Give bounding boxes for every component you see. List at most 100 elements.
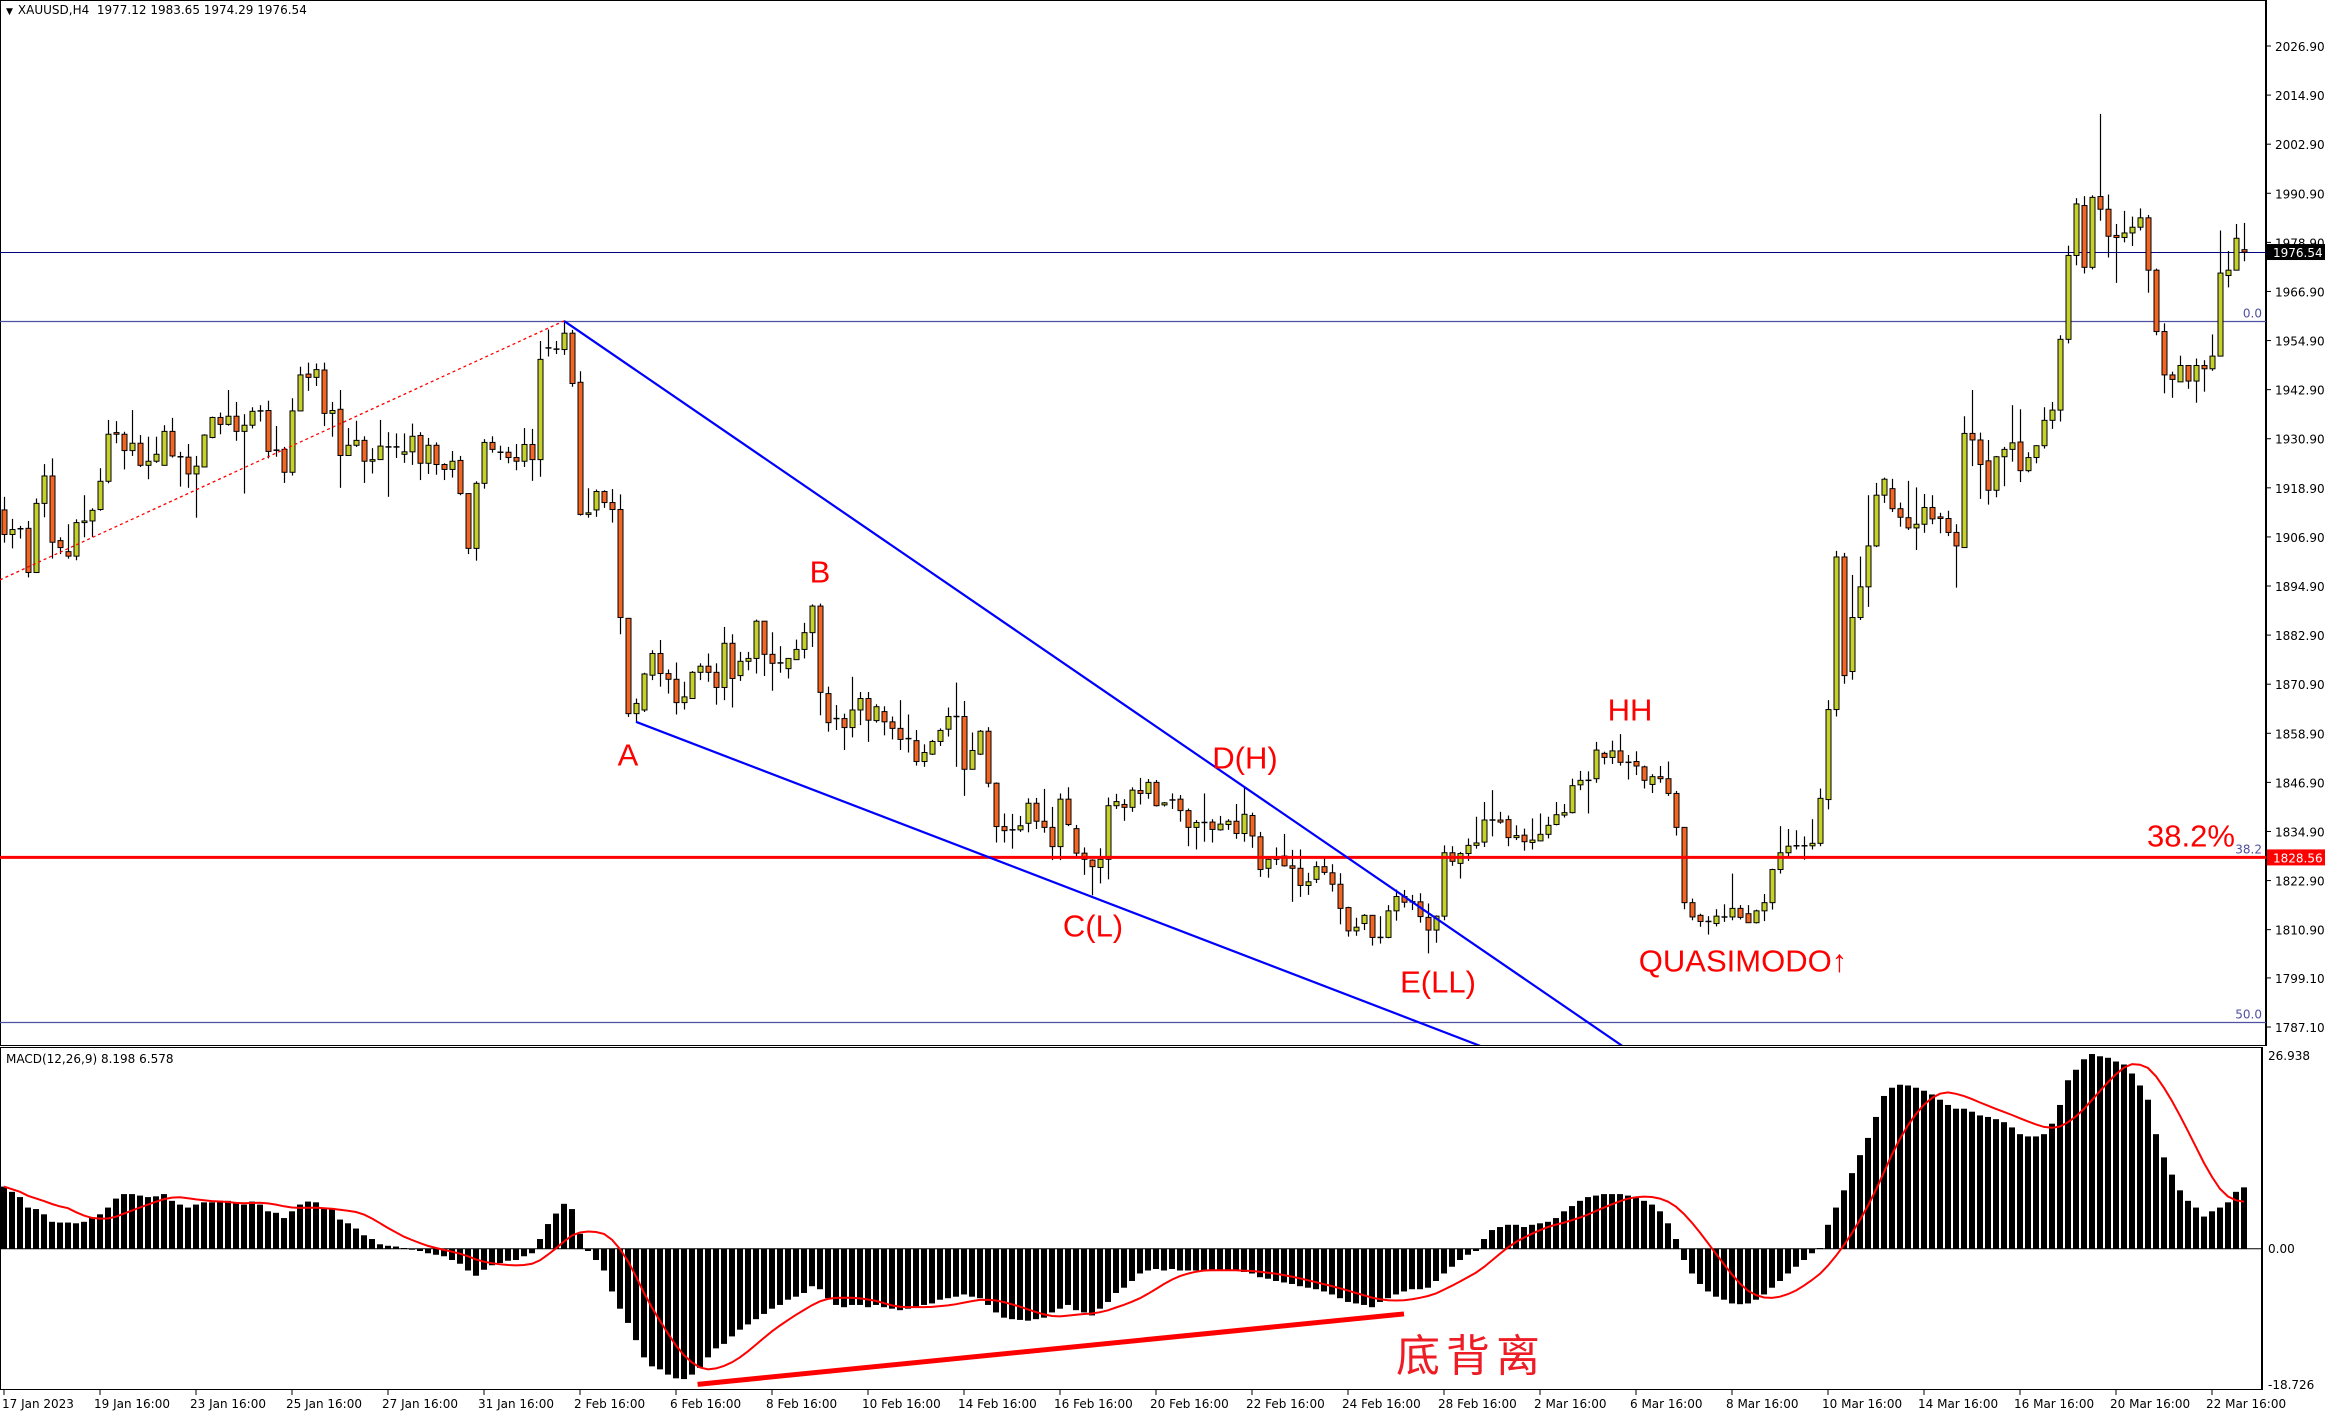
candle[interactable] — [1801, 836, 1808, 860]
candle[interactable] — [1825, 700, 1832, 810]
candle[interactable] — [561, 320, 568, 355]
candle[interactable] — [1601, 751, 1608, 765]
candle[interactable] — [1353, 917, 1360, 936]
candle[interactable] — [161, 425, 168, 466]
divergence-trendline[interactable] — [697, 1311, 1405, 1387]
candle[interactable] — [1905, 480, 1912, 530]
main-pane[interactable] — [0, 0, 2266, 1046]
candle[interactable] — [2209, 334, 2216, 371]
candle[interactable] — [497, 445, 504, 461]
candle[interactable] — [217, 412, 224, 435]
candle[interactable] — [2049, 401, 2056, 429]
candle[interactable] — [225, 390, 232, 426]
candle[interactable] — [857, 691, 864, 726]
candle[interactable] — [1697, 913, 1704, 927]
candle[interactable] — [2033, 445, 2040, 464]
candle[interactable] — [873, 704, 880, 723]
candle[interactable] — [633, 698, 640, 722]
candle[interactable] — [713, 663, 720, 705]
candle[interactable] — [2001, 446, 2008, 487]
candle[interactable] — [1193, 820, 1200, 850]
candle[interactable] — [193, 455, 200, 518]
candle[interactable] — [809, 604, 816, 647]
candle[interactable] — [1713, 909, 1720, 927]
candle[interactable] — [2129, 216, 2136, 247]
candle[interactable] — [2225, 250, 2232, 288]
candle[interactable] — [153, 436, 160, 463]
candle[interactable] — [377, 419, 384, 461]
candle[interactable] — [233, 401, 240, 441]
candle[interactable] — [2081, 196, 2088, 274]
candle[interactable] — [1321, 858, 1328, 875]
candle[interactable] — [2073, 198, 2080, 266]
candle[interactable] — [953, 682, 960, 767]
candle[interactable] — [177, 451, 184, 487]
candle[interactable] — [729, 634, 736, 708]
candle[interactable] — [1609, 740, 1616, 764]
candle[interactable] — [785, 657, 792, 679]
candle[interactable] — [1577, 770, 1584, 791]
candle[interactable] — [1217, 815, 1224, 831]
candle[interactable] — [1809, 819, 1816, 850]
candle[interactable] — [777, 646, 784, 673]
prior-uptrend-trendline[interactable] — [0, 320, 565, 581]
wave-label-d[interactable]: D(H) — [1212, 740, 1278, 776]
candle[interactable] — [1881, 477, 1888, 503]
candle[interactable] — [2065, 245, 2072, 344]
candle[interactable] — [1761, 894, 1768, 922]
candle[interactable] — [409, 423, 416, 465]
candle[interactable] — [1169, 793, 1176, 809]
candle[interactable] — [1529, 818, 1536, 850]
candle[interactable] — [673, 662, 680, 715]
candle[interactable] — [1889, 478, 1896, 512]
candle[interactable] — [929, 739, 936, 755]
candle[interactable] — [1585, 771, 1592, 814]
candle[interactable] — [57, 537, 64, 555]
candle[interactable] — [257, 405, 264, 422]
candle[interactable] — [937, 728, 944, 746]
candle[interactable] — [97, 468, 104, 511]
candle[interactable] — [1969, 390, 1976, 467]
candle[interactable] — [2137, 208, 2144, 231]
candle[interactable] — [121, 431, 128, 470]
candle[interactable] — [249, 407, 256, 429]
candle[interactable] — [417, 432, 424, 481]
candle[interactable] — [41, 464, 48, 518]
candle[interactable] — [1361, 914, 1368, 931]
candle[interactable] — [2177, 355, 2184, 383]
candle[interactable] — [2041, 407, 2048, 449]
candle[interactable] — [321, 362, 328, 427]
candle[interactable] — [993, 782, 1000, 843]
candle[interactable] — [49, 458, 56, 559]
candle[interactable] — [465, 493, 472, 555]
candle[interactable] — [1641, 765, 1648, 789]
candle[interactable] — [505, 446, 512, 464]
candle[interactable] — [1537, 813, 1544, 842]
candle[interactable] — [1049, 806, 1056, 861]
candle[interactable] — [1057, 793, 1064, 861]
quasimodo-label[interactable]: QUASIMODO↑ — [1638, 943, 1848, 979]
candle[interactable] — [817, 603, 824, 716]
candle[interactable] — [441, 463, 448, 481]
candle[interactable] — [105, 419, 112, 484]
candle[interactable] — [689, 671, 696, 700]
wave-label-b[interactable]: B — [809, 554, 831, 590]
candle[interactable] — [169, 417, 176, 458]
candle[interactable] — [1009, 813, 1016, 849]
upper-wedge-trendline[interactable] — [563, 320, 1624, 1047]
candle[interactable] — [1897, 502, 1904, 527]
candle[interactable] — [793, 639, 800, 661]
candle[interactable] — [1673, 790, 1680, 836]
candle[interactable] — [537, 340, 544, 477]
candle[interactable] — [1961, 416, 1968, 549]
candle[interactable] — [1513, 825, 1520, 841]
candle[interactable] — [1929, 495, 1936, 525]
candle[interactable] — [425, 437, 432, 474]
candle[interactable] — [801, 622, 808, 659]
candle[interactable] — [73, 519, 80, 561]
candle[interactable] — [1137, 777, 1144, 805]
wave-label-c[interactable]: C(L) — [1062, 908, 1124, 944]
candle[interactable] — [545, 329, 552, 357]
candle[interactable] — [721, 626, 728, 701]
candle[interactable] — [521, 428, 528, 467]
